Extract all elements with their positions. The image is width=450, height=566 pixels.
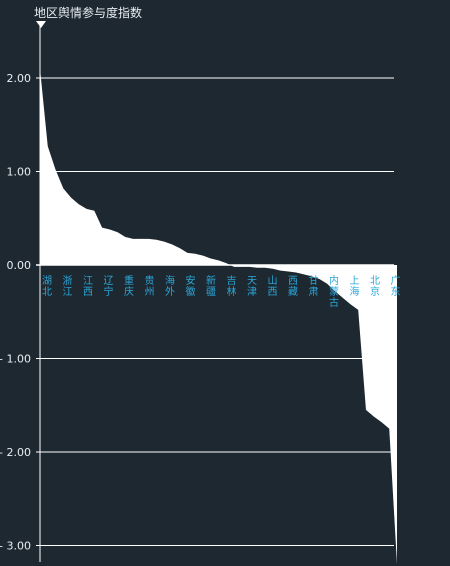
x-tick-label: 上海 bbox=[350, 275, 360, 298]
x-tick-label: 内蒙古 bbox=[329, 274, 339, 309]
y-tick-labels: 2.00 1.00 0.00 - 1.00 - 2.00 - 3.00 bbox=[0, 72, 31, 553]
x-tick-label: 西藏 bbox=[288, 276, 298, 298]
chart-title: 地区舆情参与度指数 bbox=[34, 4, 142, 21]
x-tick-label: 吉林 bbox=[227, 275, 237, 298]
x-tick-label: 江西 bbox=[83, 275, 93, 298]
y-tick-label: 0.00 bbox=[7, 259, 32, 272]
x-tick-label: 山西 bbox=[268, 275, 278, 298]
chart-title-text: 地区舆情参与度指数 bbox=[34, 6, 143, 20]
x-tick-label: 海外 bbox=[165, 274, 175, 298]
area-fill bbox=[40, 68, 397, 565]
x-tick-label: 辽宁 bbox=[104, 275, 114, 298]
x-tick-label: 北京 bbox=[370, 275, 380, 298]
x-tick-label: 安徽 bbox=[186, 274, 196, 298]
y-tick-label: 2.00 bbox=[7, 72, 32, 85]
x-tick-label: 天津 bbox=[247, 276, 257, 298]
x-tick-label: 湖北 bbox=[42, 275, 52, 298]
x-tick-label: 重庆 bbox=[124, 274, 134, 298]
y-tick-label: 1.00 bbox=[7, 166, 32, 179]
y-tick-label: - 2.00 bbox=[0, 446, 31, 459]
grid-lines bbox=[36, 77, 394, 546]
x-tick-label: 广东 bbox=[391, 275, 401, 298]
dropdown-triangle bbox=[36, 21, 46, 28]
x-tick-label: 贵州 bbox=[145, 274, 155, 298]
y-tick-label: - 1.00 bbox=[0, 353, 31, 366]
markers bbox=[36, 21, 46, 28]
area-series bbox=[40, 68, 397, 565]
x-tick-label: 浙江 bbox=[63, 275, 73, 298]
x-tick-label: 甘肃 bbox=[309, 274, 319, 298]
x-tick-label: 新疆 bbox=[206, 274, 216, 298]
y-tick-label: - 3.00 bbox=[0, 540, 31, 553]
